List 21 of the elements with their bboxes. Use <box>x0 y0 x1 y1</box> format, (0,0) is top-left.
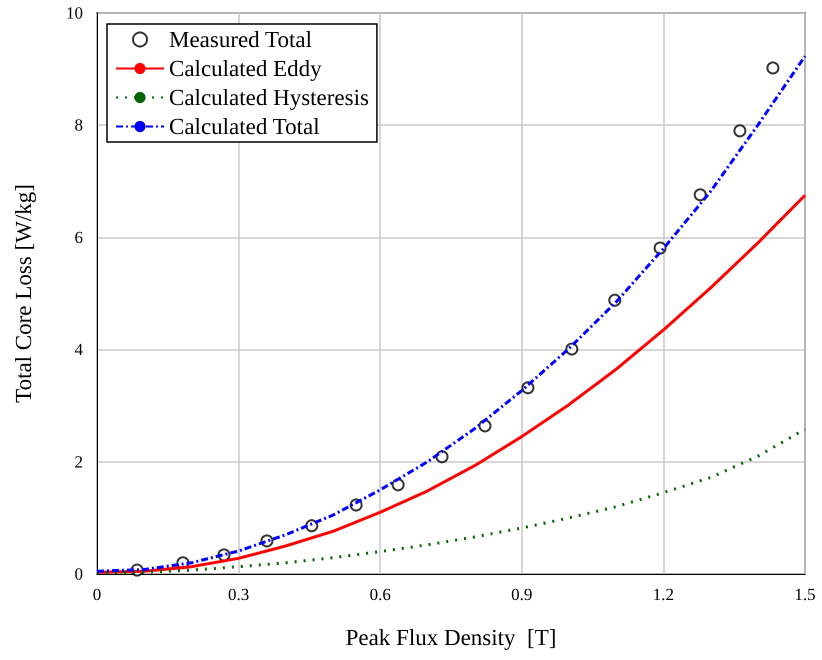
y-tick-label: 8 <box>74 116 83 135</box>
point <box>733 124 746 138</box>
legend-label: Calculated Hysteresis <box>169 85 369 110</box>
x-tick-label: 0.9 <box>511 585 532 604</box>
legend-label: Calculated Eddy <box>169 56 322 81</box>
x-tick-label: 0.6 <box>370 585 391 604</box>
y-axis-title: Total Core Loss [W/kg] <box>11 184 36 403</box>
x-tick-label: 0.3 <box>228 585 250 604</box>
x-tick-label: 1.5 <box>794 585 816 604</box>
y-tick-label: 10 <box>66 4 83 22</box>
y-tick-label: 2 <box>74 452 83 472</box>
x-tick-label: 0 <box>92 585 102 604</box>
point <box>694 188 707 202</box>
y-tick-label: 6 <box>74 228 83 247</box>
x-tick-label: 1.2 <box>652 585 674 604</box>
y-tick-label: 0 <box>74 564 83 584</box>
legend-label: Calculated Total <box>169 114 320 139</box>
legend-label: Measured Total <box>169 27 312 52</box>
point <box>766 61 780 74</box>
x-axis-title: Peak Flux Density [T] <box>346 625 556 650</box>
y-tick-label: 4 <box>74 340 84 360</box>
